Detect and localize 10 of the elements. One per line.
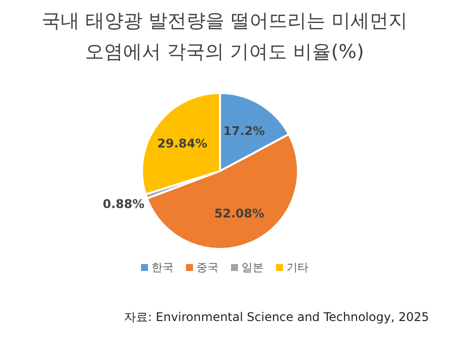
legend-label: 중국	[196, 260, 218, 275]
legend-label: 기타	[286, 260, 308, 275]
text: 자료: Environmental Science and Technology, 2025	[124, 309, 429, 326]
legend-label: 한국	[150, 260, 174, 275]
data-label: 29.84%	[157, 136, 208, 150]
data-label: 52.08%	[214, 206, 264, 221]
chart-title: 국내 태양광 발전량을 떨어뜨리는 미세먼지 오염에서 각국의 기여도 비율(%)	[40, 9, 409, 65]
data-label: 0.88%	[102, 197, 144, 212]
legend-label: 일본	[240, 260, 264, 275]
data-label: 17.2%	[223, 124, 265, 138]
